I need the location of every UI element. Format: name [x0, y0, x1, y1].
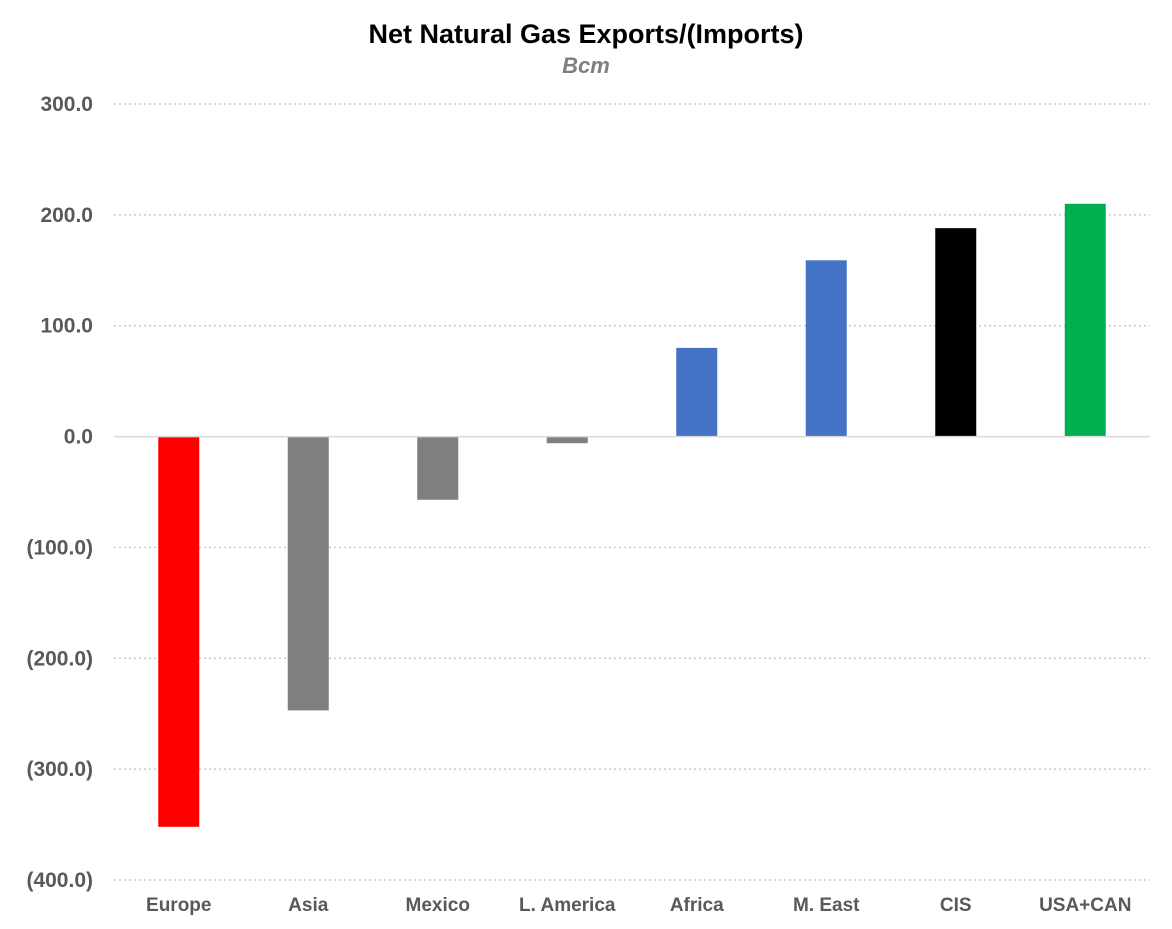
x-tick-label: Europe	[146, 895, 211, 916]
gridlines	[114, 103, 1150, 881]
bar-africa	[676, 347, 718, 437]
y-tick-label: 0.0	[64, 426, 93, 449]
y-tick-label: (200.0)	[26, 647, 93, 670]
x-tick-label: USA+CAN	[1039, 895, 1131, 916]
bar-europe	[158, 436, 200, 827]
y-tick-label: 200.0	[40, 204, 93, 227]
bar-usa-can	[1064, 203, 1106, 437]
x-axis-labels: Europe Asia Mexico L. America Africa M. East C…	[146, 895, 1131, 916]
bars	[158, 203, 1106, 827]
y-tick-label: (400.0)	[26, 869, 93, 892]
bar-mexico	[417, 436, 459, 500]
x-tick-label: M. East	[793, 895, 860, 916]
x-tick-label: Mexico	[406, 895, 470, 916]
chart-title: Net Natural Gas Exports/(Imports)	[368, 19, 803, 49]
y-tick-label: (100.0)	[26, 536, 93, 559]
bar-l-america	[546, 436, 588, 444]
x-tick-label: L. America	[519, 895, 616, 916]
y-tick-label: (300.0)	[26, 758, 93, 781]
chart-subtitle: Bcm	[562, 53, 610, 78]
y-axis-ticks: 300.0 200.0 100.0 0.0 (100.0) (200.0) (300.0) (…	[26, 93, 93, 892]
bar-asia	[287, 436, 329, 711]
y-tick-label: 300.0	[40, 93, 93, 116]
x-tick-label: Asia	[288, 895, 329, 916]
bar-m-east	[805, 260, 847, 437]
bar-cis	[935, 228, 977, 437]
x-tick-label: CIS	[940, 895, 972, 916]
y-tick-label: 100.0	[40, 315, 93, 338]
x-tick-label: Africa	[670, 895, 724, 916]
